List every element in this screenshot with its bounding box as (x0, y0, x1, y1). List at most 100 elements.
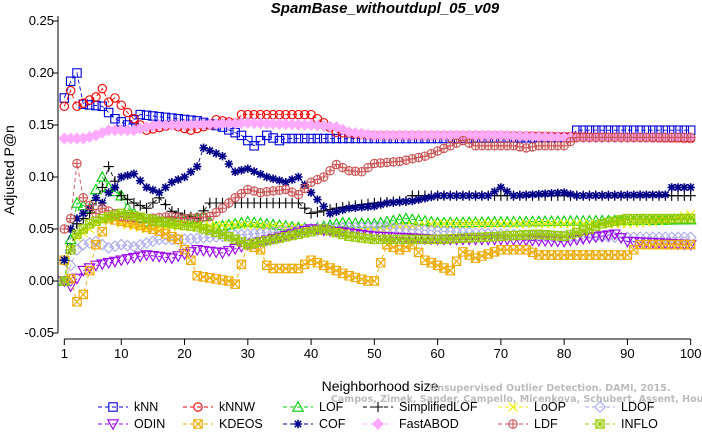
data-point-odin (614, 233, 628, 245)
data-point-odin (153, 251, 166, 263)
legend-item-knn: kNN (98, 400, 158, 414)
data-point-cof (338, 205, 347, 215)
data-point-cof (401, 197, 411, 206)
data-point-knn (293, 133, 304, 144)
data-point-cof (509, 191, 518, 200)
data-point-ldf (236, 188, 247, 199)
data-point-cof (654, 190, 664, 199)
data-point-knnw (78, 98, 89, 108)
data-point-cof (667, 183, 676, 192)
data-point-odin (216, 248, 229, 260)
data-point-simplifiedlof (122, 194, 133, 205)
data-point-ldf (84, 200, 95, 211)
data-point-kdeos (78, 289, 89, 300)
data-point-ldof (77, 238, 90, 251)
data-point-knnw (65, 85, 76, 96)
data-point-odin (165, 253, 179, 265)
data-point-kdeos (439, 263, 449, 273)
legend-item-ldf: LDF (498, 417, 558, 431)
y-tick-label: 0.00 (29, 273, 54, 288)
data-point-knn (255, 135, 266, 146)
data-point-cof (521, 190, 531, 200)
data-point-inflo (281, 232, 291, 242)
data-point-cof (243, 164, 253, 173)
data-point-cof (332, 207, 341, 216)
data-point-knn (287, 133, 297, 144)
data-point-ldf (508, 141, 519, 151)
data-point-odin (621, 236, 634, 248)
data-point-cof (370, 201, 379, 211)
data-point-ldof (96, 238, 109, 251)
data-point-cof (136, 176, 145, 185)
data-point-kdeos (337, 268, 348, 278)
data-point-cof (490, 187, 499, 196)
data-point-inflo (685, 213, 696, 224)
legend-label: LDOF (621, 400, 655, 414)
data-point-knnw (110, 93, 120, 103)
data-point-kdeos (388, 242, 399, 252)
data-point-simplifiedlof (305, 208, 317, 219)
data-point-lof (361, 217, 375, 229)
data-point-cof (363, 202, 373, 211)
data-point-ldf (299, 183, 310, 194)
data-point-ldof (197, 231, 210, 244)
data-point-cof (256, 170, 265, 179)
data-point-kdeos (262, 260, 272, 271)
data-point-ldof (355, 221, 368, 234)
data-point-inflo (616, 215, 626, 225)
data-point-cof (192, 162, 202, 171)
legend-marker-fastabod (372, 418, 384, 430)
data-point-cof (123, 171, 132, 180)
data-point-odin (140, 250, 153, 262)
data-point-inflo (65, 245, 76, 255)
legend-marker-ldf (508, 419, 518, 429)
data-point-inflo (597, 219, 607, 229)
data-point-ldof (241, 228, 254, 241)
data-point-kdeos (685, 239, 696, 250)
data-point-cof (496, 183, 506, 192)
data-point-ldof (146, 235, 159, 248)
data-point-ldf (230, 193, 240, 203)
data-point-cof (629, 190, 638, 200)
data-point-knn (65, 76, 76, 87)
y-axis: -0.05 0.00 0.05 0.10 0.15 0.20 0.25 (24, 13, 59, 340)
data-point-lof (336, 216, 349, 228)
data-point-ldf (401, 155, 411, 165)
series-line-ldf (63, 137, 691, 230)
data-point-odin (608, 229, 621, 241)
data-point-ldf (59, 224, 70, 234)
data-point-knnw (97, 83, 108, 94)
data-point-cof (439, 191, 449, 200)
data-point-ldf (211, 207, 221, 218)
data-point-cof (477, 191, 487, 200)
data-point-cof (268, 174, 278, 183)
data-point-inflo (211, 227, 221, 238)
legend-item-odin: ODIN (98, 417, 165, 431)
y-tick-label: 0.15 (29, 117, 54, 132)
series-line-knn (63, 71, 691, 147)
data-point-inflo (103, 212, 114, 222)
data-point-ldf (72, 158, 82, 169)
data-point-cof (104, 188, 113, 197)
data-point-cof (591, 191, 600, 200)
data-point-cof (604, 191, 613, 200)
data-point-kdeos (477, 251, 487, 261)
data-point-inflo (584, 224, 595, 234)
data-point-cof (433, 191, 442, 200)
data-point-inflo (268, 234, 278, 245)
data-point-cof (218, 152, 227, 161)
x-tick-label: 50 (367, 346, 381, 361)
data-point-inflo (331, 227, 342, 238)
data-point-cof (635, 190, 645, 200)
data-point-lof (399, 212, 413, 224)
data-point-knnw (129, 114, 139, 124)
legend-marker-loop (508, 402, 518, 412)
data-point-simplifiedlof (312, 206, 323, 218)
data-point-inflo (293, 229, 304, 239)
legend-label: COF (319, 417, 346, 431)
data-point-lof (431, 216, 444, 228)
data-point-kdeos (628, 245, 639, 255)
data-point-knnw (84, 95, 95, 105)
data-point-cof (313, 195, 322, 204)
data-point-odin (203, 246, 216, 258)
